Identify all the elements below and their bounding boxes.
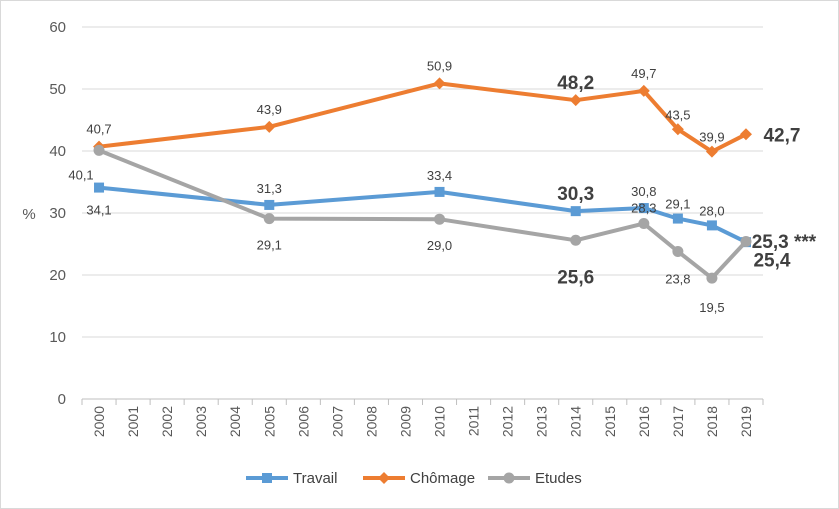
data-point-etudes — [672, 245, 684, 257]
data-point-travail — [570, 206, 581, 217]
legend-label: Chômage — [410, 470, 475, 487]
data-label: 40,1 — [68, 167, 93, 182]
x-tick-label: 2007 — [329, 406, 345, 437]
data-label: 25,6 — [557, 267, 594, 288]
x-tick-label: 2018 — [704, 406, 720, 437]
data-label: 43,9 — [257, 102, 282, 117]
data-label: 29,1 — [665, 197, 690, 212]
data-label: 29,0 — [427, 238, 452, 253]
data-label: 30,8 — [631, 184, 656, 199]
data-point-etudes — [434, 213, 446, 225]
data-point-travail — [672, 213, 683, 224]
data-point-etudes — [570, 234, 582, 246]
x-tick-label: 2005 — [261, 406, 277, 437]
x-tick-label: 2002 — [159, 406, 175, 437]
x-tick-label: 2016 — [636, 406, 652, 437]
x-tick-label: 2000 — [91, 406, 107, 437]
data-label: 29,1 — [257, 238, 282, 253]
data-point-etudes — [706, 272, 718, 284]
y-tick-label: 40 — [49, 143, 66, 160]
x-tick-label: 2003 — [193, 406, 209, 437]
data-point-etudes — [263, 213, 275, 225]
x-tick-label: 2012 — [500, 406, 516, 437]
data-label: 19,5 — [699, 300, 724, 315]
data-point-chomage — [671, 123, 684, 136]
data-point-chomage — [433, 77, 446, 90]
data-label: 28,3 — [631, 201, 656, 216]
data-point-travail — [638, 203, 649, 214]
x-tick-label: 2010 — [432, 406, 448, 437]
data-label: 28,0 — [699, 203, 724, 218]
data-point-chomage — [637, 84, 650, 97]
data-point-etudes — [740, 236, 752, 248]
data-point-chomage — [263, 120, 276, 133]
legend-label: Travail — [293, 470, 337, 487]
data-point-etudes — [638, 218, 650, 230]
data-label: 25,3 *** — [752, 232, 817, 253]
legend-marker — [503, 472, 515, 484]
data-label: 43,5 — [665, 107, 690, 122]
data-label: 50,9 — [427, 58, 452, 73]
data-label: 30,3 — [557, 184, 594, 205]
series-line-chômage — [97, 81, 748, 154]
data-label: 25,4 — [753, 251, 790, 272]
data-point-travail — [264, 199, 275, 210]
x-tick-label: 2006 — [295, 406, 311, 437]
y-tick-label: 10 — [49, 329, 66, 346]
y-axis-label: % — [22, 206, 35, 223]
y-tick-label: 50 — [49, 81, 66, 98]
data-label: 40,7 — [86, 122, 111, 137]
data-label: 39,9 — [699, 130, 724, 145]
x-tick-label: 2015 — [602, 406, 618, 437]
y-tick-label: 30 — [49, 205, 66, 222]
data-label: 49,7 — [631, 66, 656, 81]
x-tick-label: 2011 — [466, 406, 482, 436]
data-point-travail — [94, 182, 105, 193]
data-point-chomage — [569, 94, 582, 107]
legend-label: Etudes — [535, 470, 582, 487]
x-tick-label: 2019 — [738, 406, 754, 437]
legend-marker — [262, 473, 272, 483]
y-tick-label: 0 — [58, 391, 66, 408]
data-point-travail — [706, 220, 717, 231]
data-label: 48,2 — [557, 73, 594, 94]
x-tick-label: 2009 — [397, 406, 413, 437]
data-point-travail — [434, 186, 445, 197]
x-tick-label: 2008 — [363, 406, 379, 437]
x-tick-label: 2014 — [568, 406, 584, 437]
series-line-etudes — [97, 148, 748, 281]
y-tick-label: 60 — [49, 19, 66, 36]
legend-marker — [378, 472, 390, 484]
data-label: 31,3 — [257, 181, 282, 196]
x-tick-label: 2001 — [125, 406, 141, 437]
x-tick-label: 2013 — [534, 406, 550, 437]
data-label: 42,7 — [763, 125, 800, 146]
data-label: 23,8 — [665, 271, 690, 286]
series-line-travail — [97, 185, 748, 245]
data-point-chomage — [705, 145, 718, 158]
data-point-etudes — [93, 144, 105, 156]
x-tick-label: 2004 — [227, 406, 243, 437]
x-tick-label: 2017 — [670, 406, 686, 437]
data-label: 33,4 — [427, 168, 452, 183]
data-label: 34,1 — [86, 203, 111, 218]
y-tick-label: 20 — [49, 267, 66, 284]
data-point-chomage — [739, 128, 752, 141]
